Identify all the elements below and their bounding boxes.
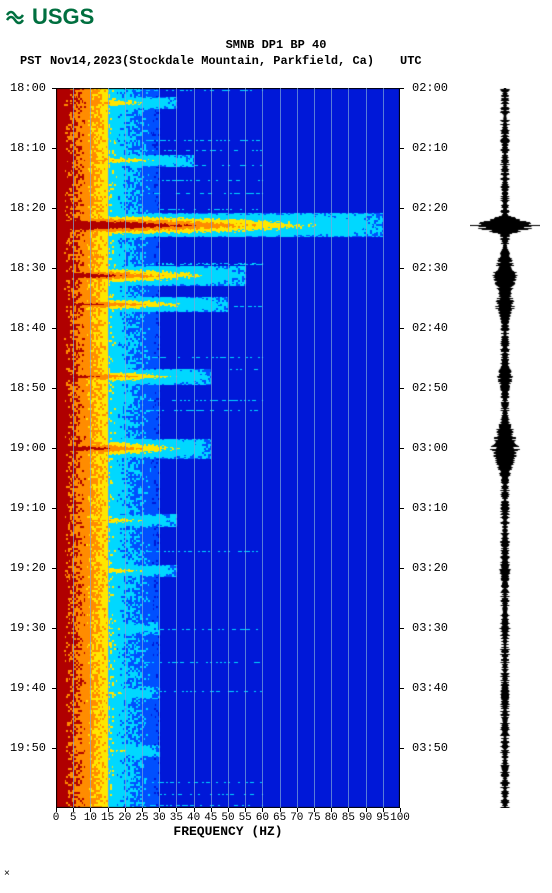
y-tick-left: 19:40 xyxy=(10,681,46,695)
y-tick-left: 18:20 xyxy=(10,201,46,215)
x-tick: 90 xyxy=(359,812,372,824)
y-tick-right: 03:10 xyxy=(412,501,448,515)
y-tick-right: 03:30 xyxy=(412,621,448,635)
x-tick: 80 xyxy=(325,812,338,824)
x-tick: 25 xyxy=(135,812,148,824)
y-tick-right: 02:20 xyxy=(412,201,448,215)
wave-icon xyxy=(6,8,28,26)
x-tick: 85 xyxy=(342,812,355,824)
waveform-panel xyxy=(470,88,540,808)
footer-mark: × xyxy=(4,868,10,879)
y-axis-right: 02:0002:1002:2002:3002:4002:5003:0003:10… xyxy=(406,88,456,808)
x-tick: 75 xyxy=(307,812,320,824)
x-tick: 35 xyxy=(170,812,183,824)
chart-title: SMNB DP1 BP 40 xyxy=(0,38,552,52)
y-tick-left: 18:30 xyxy=(10,261,46,275)
y-tick-left: 18:40 xyxy=(10,321,46,335)
y-tick-right: 02:40 xyxy=(412,321,448,335)
y-tick-right: 02:10 xyxy=(412,141,448,155)
date-label: Nov14,2023(Stockdale Mountain, Parkfield… xyxy=(50,54,374,68)
usgs-logo: USGS xyxy=(6,4,94,30)
y-tick-left: 18:50 xyxy=(10,381,46,395)
y-tick-left: 19:30 xyxy=(10,621,46,635)
y-tick-right: 03:00 xyxy=(412,441,448,455)
right-tz-label: UTC xyxy=(400,54,422,68)
y-tick-right: 03:20 xyxy=(412,561,448,575)
y-tick-left: 19:10 xyxy=(10,501,46,515)
x-tick: 55 xyxy=(239,812,252,824)
x-tick: 5 xyxy=(70,812,77,824)
x-tick: 100 xyxy=(390,812,410,824)
x-tick: 70 xyxy=(290,812,303,824)
left-tz-label: PST xyxy=(20,54,42,68)
x-tick: 40 xyxy=(187,812,200,824)
x-tick: 15 xyxy=(101,812,114,824)
x-tick: 10 xyxy=(84,812,97,824)
y-tick-right: 02:00 xyxy=(412,81,448,95)
y-tick-left: 19:00 xyxy=(10,441,46,455)
y-tick-left: 19:50 xyxy=(10,741,46,755)
y-tick-left: 18:00 xyxy=(10,81,46,95)
x-tick: 65 xyxy=(273,812,286,824)
y-axis-left: 18:0018:1018:2018:3018:4018:5019:0019:10… xyxy=(0,88,52,808)
waveform-canvas xyxy=(470,88,540,808)
x-tick: 45 xyxy=(204,812,217,824)
y-tick-right: 03:40 xyxy=(412,681,448,695)
y-tick-right: 02:50 xyxy=(412,381,448,395)
x-tick: 60 xyxy=(256,812,269,824)
x-axis: 0510152025303540455055606570758085909510… xyxy=(56,810,400,824)
y-tick-left: 19:20 xyxy=(10,561,46,575)
y-tick-left: 18:10 xyxy=(10,141,46,155)
logo-text: USGS xyxy=(32,4,94,30)
x-tick: 20 xyxy=(118,812,131,824)
y-tick-right: 02:30 xyxy=(412,261,448,275)
y-tick-right: 03:50 xyxy=(412,741,448,755)
spectrogram-panel xyxy=(56,88,400,808)
x-tick: 95 xyxy=(376,812,389,824)
x-axis-label: FREQUENCY (HZ) xyxy=(56,824,400,839)
x-tick: 30 xyxy=(153,812,166,824)
x-tick: 50 xyxy=(221,812,234,824)
x-tick: 0 xyxy=(53,812,60,824)
